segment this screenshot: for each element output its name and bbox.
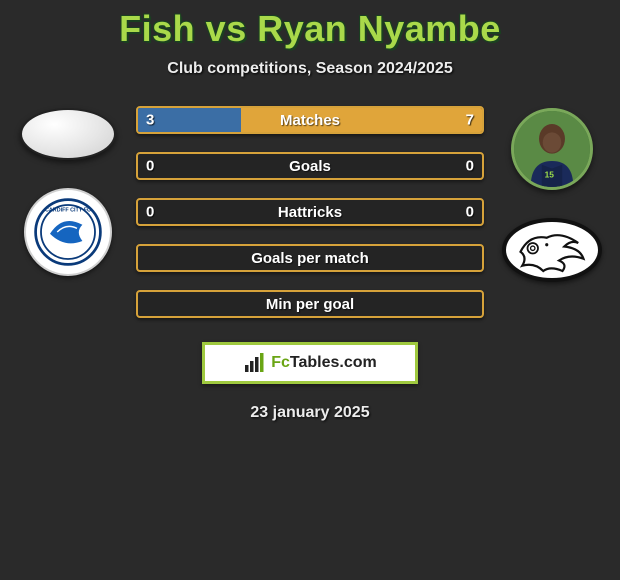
- right-club-badge: [502, 218, 602, 282]
- bar-fill-right: [241, 108, 482, 132]
- stat-bar: 0 0 Hattricks: [136, 198, 484, 226]
- brand-text: FcTables.com: [271, 354, 377, 372]
- bird-crest-icon: CARDIFF CITY FC: [32, 196, 104, 268]
- stat-label: Min per goal: [266, 296, 354, 313]
- stat-left-value: 3: [146, 112, 154, 129]
- stat-bar: Min per goal: [136, 290, 484, 318]
- stat-left-value: 0: [146, 204, 154, 221]
- bars-icon: [243, 352, 265, 374]
- svg-text:15: 15: [545, 170, 555, 180]
- page-title: Fish vs Ryan Nyambe: [0, 8, 620, 50]
- player-photo-icon: 15: [514, 111, 590, 187]
- stat-right-value: 7: [466, 112, 474, 129]
- stat-label: Hattricks: [278, 204, 342, 221]
- stats-column: 3 7 Matches 0 0 Goals 0 0 Hattricks Goals per mat…: [136, 102, 484, 318]
- stat-right-value: 0: [466, 204, 474, 221]
- stat-label: Goals per match: [251, 250, 369, 267]
- stat-label: Matches: [280, 112, 340, 129]
- stat-left-value: 0: [146, 158, 154, 175]
- stat-bar: 0 0 Goals: [136, 152, 484, 180]
- brand-badge: FcTables.com: [202, 342, 418, 384]
- right-player-avatar: 15: [511, 108, 593, 190]
- comparison-row: CARDIFF CITY FC 3 7 Matches 0 0 Goals 0 0 Hattri…: [0, 102, 620, 318]
- svg-text:CARDIFF CITY FC: CARDIFF CITY FC: [45, 207, 91, 213]
- left-side: CARDIFF CITY FC: [18, 102, 118, 276]
- date-text: 23 january 2025: [0, 404, 620, 422]
- stat-right-value: 0: [466, 158, 474, 175]
- stat-bar: Goals per match: [136, 244, 484, 272]
- infographic-root: Fish vs Ryan Nyambe Club competitions, S…: [0, 0, 620, 422]
- stat-bar: 3 7 Matches: [136, 106, 484, 134]
- right-side: 15: [502, 102, 602, 282]
- left-player-avatar: [20, 108, 116, 160]
- stat-label: Goals: [289, 158, 331, 175]
- subtitle: Club competitions, Season 2024/2025: [0, 60, 620, 78]
- ram-crest-icon: [506, 222, 598, 278]
- left-club-badge: CARDIFF CITY FC: [24, 188, 112, 276]
